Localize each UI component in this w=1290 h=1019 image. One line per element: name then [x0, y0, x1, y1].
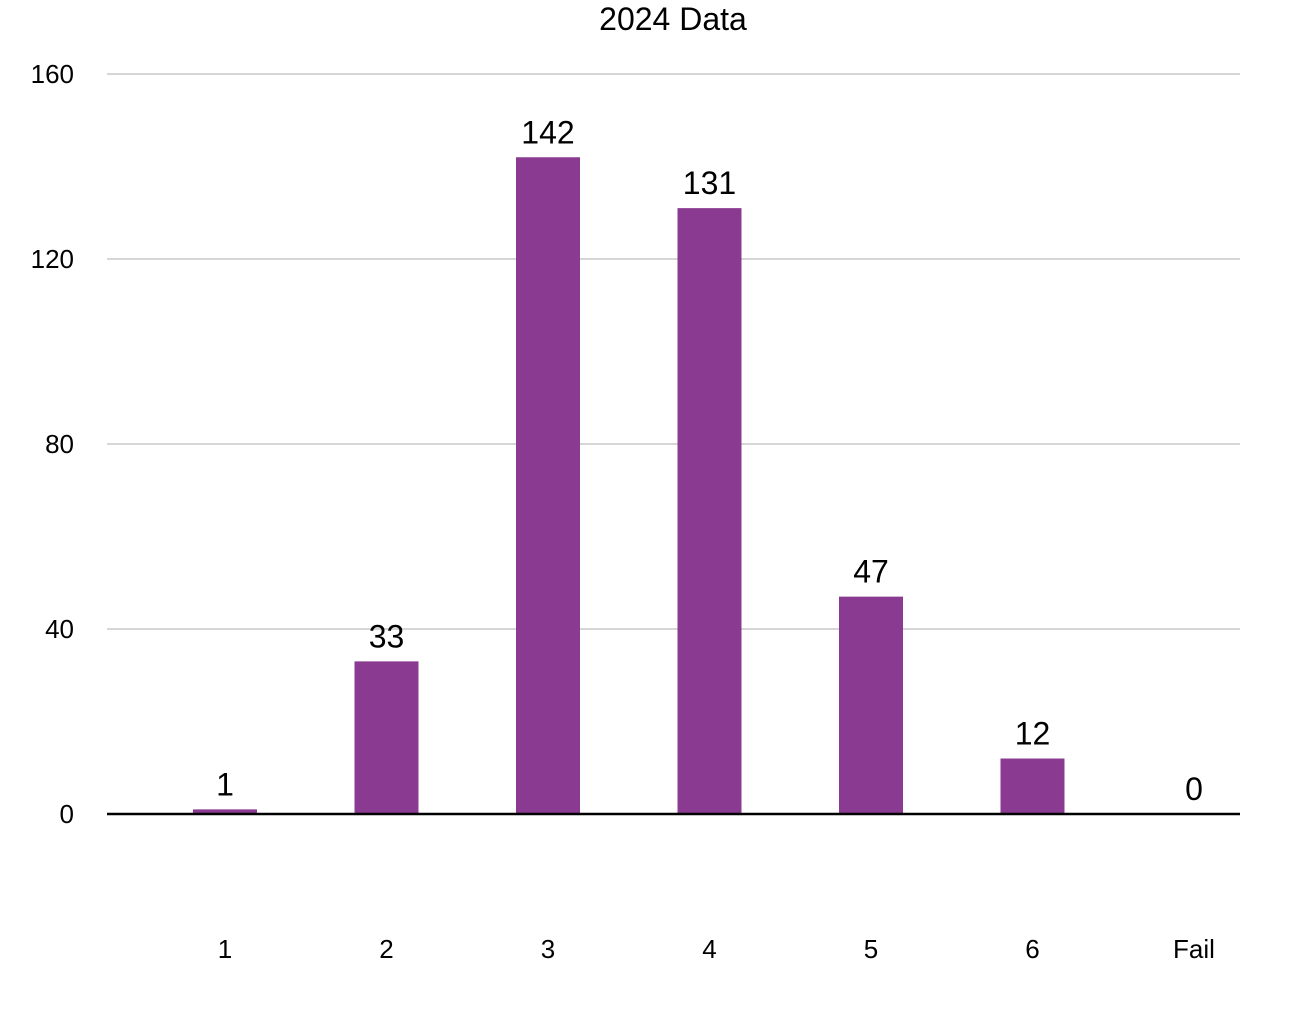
- category-label: Fail: [1173, 934, 1215, 964]
- data-labels: 1 33 142 131 47 12 0: [216, 114, 1203, 807]
- data-label: 1: [216, 766, 234, 802]
- data-label: 142: [521, 114, 574, 150]
- x-axis-category-labels: 1 2 3 4 5 6 Fail: [218, 934, 1215, 964]
- data-label: 0: [1185, 771, 1203, 807]
- bar: [839, 596, 903, 814]
- data-label: 131: [683, 165, 736, 201]
- bar: [677, 208, 742, 814]
- data-label: 47: [853, 554, 889, 590]
- y-tick-label: 80: [45, 429, 74, 459]
- category-label: 3: [541, 934, 555, 964]
- bar: [1000, 758, 1065, 814]
- grid-layer: [107, 73, 1240, 630]
- category-label: 6: [1025, 934, 1039, 964]
- y-tick-label: 40: [45, 614, 74, 644]
- bar: [516, 157, 580, 814]
- category-label: 2: [379, 934, 393, 964]
- data-label: 12: [1015, 716, 1051, 752]
- y-tick-label: 120: [31, 244, 74, 274]
- bars: [193, 157, 1065, 814]
- chart-title: 2024 Data: [599, 1, 747, 37]
- y-tick-label: 0: [60, 799, 74, 829]
- category-label: 4: [702, 934, 716, 964]
- category-label: 5: [864, 934, 878, 964]
- bar: [354, 661, 419, 814]
- bar: [193, 809, 257, 814]
- data-label: 33: [369, 618, 405, 654]
- category-label: 1: [218, 934, 232, 964]
- y-axis-tick-labels: 0 40 80 120 160: [31, 59, 74, 829]
- y-tick-label: 160: [31, 59, 74, 89]
